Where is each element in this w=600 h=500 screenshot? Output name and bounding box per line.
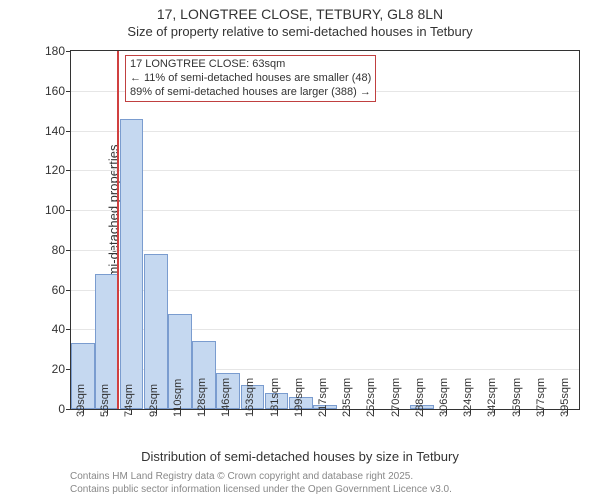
chart-subtitle: Size of property relative to semi-detach…: [0, 24, 600, 39]
annotation-line2: ← 11% of semi-detached houses are smalle…: [130, 72, 371, 86]
y-tick-label: 60: [35, 283, 65, 297]
annotation-line3: 89% of semi-detached houses are larger (…: [130, 86, 371, 100]
x-tick-label: 377sqm: [535, 378, 547, 417]
x-tick-label: 92sqm: [148, 384, 160, 417]
x-tick-label: 39sqm: [75, 384, 87, 417]
x-tick-label: 217sqm: [317, 378, 329, 417]
y-tick-mark: [66, 170, 71, 171]
y-tick-mark: [66, 290, 71, 291]
x-tick-label: 270sqm: [390, 378, 402, 417]
y-tick-mark: [66, 210, 71, 211]
annotation-box: 17 LONGTREE CLOSE: 63sqm ← 11% of semi-d…: [125, 55, 376, 102]
x-tick-label: 252sqm: [365, 378, 377, 417]
plot-area: 02040608010012014016018039sqm56sqm74sqm9…: [70, 50, 580, 410]
x-tick-label: 163sqm: [244, 378, 256, 417]
x-tick-label: 395sqm: [559, 378, 571, 417]
x-tick-label: 181sqm: [269, 378, 281, 417]
attribution: Contains HM Land Registry data © Crown c…: [70, 470, 452, 496]
x-tick-label: 342sqm: [486, 378, 498, 417]
y-tick-label: 140: [35, 124, 65, 138]
x-axis-label: Distribution of semi-detached houses by …: [0, 449, 600, 464]
chart-title: 17, LONGTREE CLOSE, TETBURY, GL8 8LN: [0, 6, 600, 22]
y-tick-label: 180: [35, 44, 65, 58]
gridline: [71, 210, 579, 211]
y-tick-mark: [66, 131, 71, 132]
x-tick-label: 359sqm: [511, 378, 523, 417]
x-tick-label: 199sqm: [293, 378, 305, 417]
annotation-line1: 17 LONGTREE CLOSE: 63sqm: [130, 58, 371, 72]
y-tick-mark: [66, 250, 71, 251]
y-tick-mark: [66, 51, 71, 52]
y-tick-mark: [66, 329, 71, 330]
x-tick-label: 288sqm: [414, 378, 426, 417]
gridline: [71, 131, 579, 132]
histogram-bar: [120, 119, 144, 409]
x-tick-label: 146sqm: [220, 378, 232, 417]
x-tick-label: 128sqm: [196, 378, 208, 417]
x-tick-label: 56sqm: [99, 384, 111, 417]
gridline: [71, 170, 579, 171]
attribution-line1: Contains HM Land Registry data © Crown c…: [70, 470, 452, 483]
gridline: [71, 250, 579, 251]
y-tick-mark: [66, 91, 71, 92]
attribution-line2: Contains public sector information licen…: [70, 483, 452, 496]
x-tick-label: 324sqm: [462, 378, 474, 417]
y-tick-label: 0: [35, 402, 65, 416]
y-tick-label: 20: [35, 362, 65, 376]
y-tick-label: 160: [35, 84, 65, 98]
reference-line: [117, 51, 119, 409]
x-tick-label: 235sqm: [341, 378, 353, 417]
x-tick-label: 74sqm: [123, 384, 135, 417]
x-tick-label: 110sqm: [172, 379, 184, 417]
chart-container: 17, LONGTREE CLOSE, TETBURY, GL8 8LN Siz…: [0, 0, 600, 500]
y-tick-label: 80: [35, 243, 65, 257]
y-tick-label: 100: [35, 203, 65, 217]
y-tick-label: 40: [35, 322, 65, 336]
y-tick-mark: [66, 409, 71, 410]
y-tick-label: 120: [35, 163, 65, 177]
x-tick-label: 306sqm: [438, 378, 450, 417]
